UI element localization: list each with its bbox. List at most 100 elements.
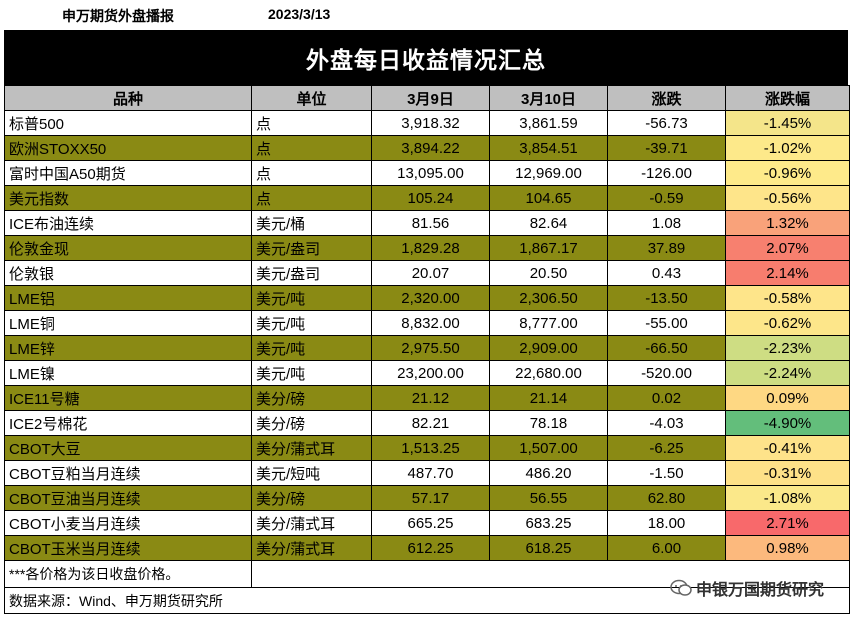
price-mar9: 3,918.32: [371, 110, 490, 136]
change-pct-cell: -1.45%: [725, 110, 850, 136]
table-row: CBOT玉米当月连续 美分/蒲式耳 612.25 618.25 6.00 0.98%: [4, 535, 850, 561]
source-text: 数据来源：Wind、申万期货研究所: [4, 587, 850, 614]
change-pct-cell: -0.31%: [725, 460, 850, 486]
table-row: CBOT大豆 美分/蒲式耳 1,513.25 1,507.00 -6.25 -0.41%: [4, 435, 850, 461]
unit-cell: 点: [251, 185, 372, 211]
note-row: ***各价格为该日收盘价格。: [4, 560, 850, 588]
price-mar9: 105.24: [371, 185, 490, 211]
change-cell: 0.43: [607, 260, 726, 286]
price-mar10: 56.55: [489, 485, 608, 511]
watermark: 申银万国期货研究: [670, 576, 824, 600]
table-row: 欧洲STOXX50 点 3,894.22 3,854.51 -39.71 -1.02%: [4, 135, 850, 161]
returns-table: 品种 单位 3月9日 3月10日 涨跌 涨跌幅 标普500 点 3,918.32 3,…: [4, 85, 850, 614]
unit-cell: 美分/蒲式耳: [251, 510, 372, 536]
product-name: 美元指数: [4, 185, 252, 211]
price-mar10: 104.65: [489, 185, 608, 211]
col-header-date1: 3月9日: [371, 85, 490, 111]
unit-cell: 点: [251, 160, 372, 186]
unit-cell: 美元/吨: [251, 310, 372, 336]
product-name: ICE2号棉花: [4, 410, 252, 436]
report-header: 申万期货外盘播报 2023/3/13: [0, 0, 852, 30]
price-mar10: 82.64: [489, 210, 608, 236]
table-row: CBOT豆粕当月连续 美元/短吨 487.70 486.20 -1.50 -0.31%: [4, 460, 850, 486]
price-mar10: 78.18: [489, 410, 608, 436]
price-mar9: 8,832.00: [371, 310, 490, 336]
change-cell: 18.00: [607, 510, 726, 536]
price-mar10: 12,969.00: [489, 160, 608, 186]
price-mar9: 13,095.00: [371, 160, 490, 186]
table-row: CBOT豆油当月连续 美分/磅 57.17 56.55 62.80 -1.08%: [4, 485, 850, 511]
change-pct-cell: 0.09%: [725, 385, 850, 411]
table-row: LME铜 美元/吨 8,832.00 8,777.00 -55.00 -0.62%: [4, 310, 850, 336]
change-pct-cell: -0.62%: [725, 310, 850, 336]
change-cell: -55.00: [607, 310, 726, 336]
change-pct-cell: -0.96%: [725, 160, 850, 186]
price-mar9: 1,829.28: [371, 235, 490, 261]
price-mar9: 3,894.22: [371, 135, 490, 161]
change-pct-cell: 2.71%: [725, 510, 850, 536]
table-row: 美元指数点 105.24 104.65 -0.59 -0.56%: [4, 185, 850, 211]
unit-cell: 点: [251, 135, 372, 161]
col-header-change: 涨跌: [607, 85, 726, 111]
price-mar10: 683.25: [489, 510, 608, 536]
unit-cell: 美元/桶: [251, 210, 372, 236]
price-mar10: 2,306.50: [489, 285, 608, 311]
price-mar10: 618.25: [489, 535, 608, 561]
table-row: ICE11号糖 美分/磅 21.12 21.14 0.02 0.09%: [4, 385, 850, 411]
table-row: LME锌 美元/吨 2,975.50 2,909.00 -66.50 -2.23%: [4, 335, 850, 361]
col-header-date2: 3月10日: [489, 85, 608, 111]
price-mar10: 1,867.17: [489, 235, 608, 261]
price-mar10: 20.50: [489, 260, 608, 286]
product-name: CBOT豆粕当月连续: [4, 460, 252, 486]
price-mar10: 8,777.00: [489, 310, 608, 336]
table-row: CBOT小麦当月连续 美分/蒲式耳 665.25 683.25 18.00 2.71%: [4, 510, 850, 536]
table-row: LME镍 美元/吨 23,200.00 22,680.00 -520.00 -2.24%: [4, 360, 850, 386]
change-cell: -1.50: [607, 460, 726, 486]
price-mar10: 1,507.00: [489, 435, 608, 461]
table-row: 富时中国A50期货点 13,095.00 12,969.00 -126.00 -0.96…: [4, 160, 850, 186]
table-header-row: 品种 单位 3月9日 3月10日 涨跌 涨跌幅: [4, 85, 850, 111]
watermark-text: 申银万国期货研究: [695, 582, 824, 599]
price-mar9: 23,200.00: [371, 360, 490, 386]
table-row: LME铝 美元/吨 2,320.00 2,306.50 -13.50 -0.58%: [4, 285, 850, 311]
unit-cell: 美分/磅: [251, 485, 372, 511]
unit-cell: 美元/吨: [251, 285, 372, 311]
unit-cell: 美元/盎司: [251, 235, 372, 261]
wechat-icon: [670, 579, 692, 596]
source-row: 数据来源：Wind、申万期货研究所: [4, 587, 850, 614]
change-pct-cell: 1.32%: [725, 210, 850, 236]
change-pct-cell: -2.24%: [725, 360, 850, 386]
change-cell: 1.08: [607, 210, 726, 236]
unit-cell: 美元/盎司: [251, 260, 372, 286]
price-mar9: 487.70: [371, 460, 490, 486]
table-row: 伦敦银 美元/盎司 20.07 20.50 0.43 2.14%: [4, 260, 850, 286]
unit-cell: 美分/蒲式耳: [251, 535, 372, 561]
price-mar9: 81.56: [371, 210, 490, 236]
unit-cell: 点: [251, 110, 372, 136]
change-pct-cell: 2.07%: [725, 235, 850, 261]
change-pct-cell: -1.08%: [725, 485, 850, 511]
product-name: 富时中国A50期货: [4, 160, 252, 186]
unit-cell: 美元/短吨: [251, 460, 372, 486]
change-cell: -39.71: [607, 135, 726, 161]
product-name: ICE布油连续: [4, 210, 252, 236]
unit-cell: 美分/磅: [251, 385, 372, 411]
price-mar9: 82.21: [371, 410, 490, 436]
price-mar9: 612.25: [371, 535, 490, 561]
table-row: ICE2号棉花 美分/磅 82.21 78.18 -4.03 -4.90%: [4, 410, 850, 436]
table-row: 伦敦金现 美元/盎司 1,829.28 1,867.17 37.89 2.07%: [4, 235, 850, 261]
product-name: LME铜: [4, 310, 252, 336]
unit-cell: 美元/吨: [251, 360, 372, 386]
change-pct-cell: -2.23%: [725, 335, 850, 361]
change-cell: 37.89: [607, 235, 726, 261]
table-row: 标普500 点 3,918.32 3,861.59 -56.73 -1.45%: [4, 110, 850, 136]
product-name: 伦敦银: [4, 260, 252, 286]
col-header-unit: 单位: [251, 85, 372, 111]
change-pct-cell: -4.90%: [725, 410, 850, 436]
change-pct-cell: -1.02%: [725, 135, 850, 161]
change-cell: -13.50: [607, 285, 726, 311]
price-mar10: 22,680.00: [489, 360, 608, 386]
product-name: 欧洲STOXX50: [4, 135, 252, 161]
change-cell: 62.80: [607, 485, 726, 511]
price-mar10: 3,854.51: [489, 135, 608, 161]
